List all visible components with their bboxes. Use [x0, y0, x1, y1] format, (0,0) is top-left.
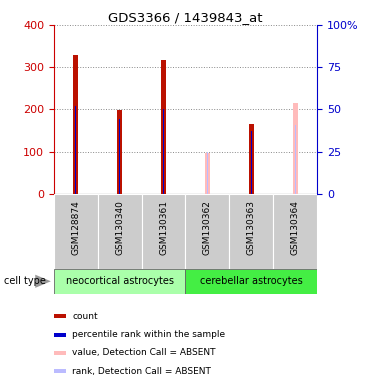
Text: neocortical astrocytes: neocortical astrocytes: [66, 276, 174, 286]
Bar: [273, 194, 317, 269]
Text: cerebellar astrocytes: cerebellar astrocytes: [200, 276, 303, 286]
Bar: [54, 194, 98, 269]
Bar: [161, 60, 166, 194]
Bar: [295, 125, 296, 194]
Text: GSM130340: GSM130340: [115, 200, 124, 255]
Text: cell type: cell type: [4, 276, 46, 286]
Text: GSM130361: GSM130361: [159, 200, 168, 255]
Bar: [205, 152, 210, 194]
Bar: [54, 314, 66, 318]
Text: GSM130364: GSM130364: [291, 200, 300, 255]
Bar: [54, 369, 66, 373]
Bar: [117, 110, 122, 194]
Bar: [73, 55, 78, 194]
Bar: [54, 351, 66, 355]
Text: value, Detection Call = ABSENT: value, Detection Call = ABSENT: [72, 348, 216, 357]
Polygon shape: [35, 275, 51, 288]
Bar: [293, 103, 298, 194]
Bar: [229, 194, 273, 269]
Bar: [54, 269, 185, 294]
Bar: [163, 109, 164, 194]
Bar: [249, 124, 254, 194]
Bar: [142, 194, 186, 269]
Text: GSM130362: GSM130362: [203, 200, 212, 255]
Bar: [98, 194, 142, 269]
Bar: [186, 269, 317, 294]
Text: GSM130363: GSM130363: [247, 200, 256, 255]
Bar: [251, 131, 252, 194]
Bar: [54, 333, 66, 336]
Text: rank, Detection Call = ABSENT: rank, Detection Call = ABSENT: [72, 367, 211, 376]
Bar: [119, 119, 120, 194]
Bar: [75, 106, 76, 194]
Bar: [186, 194, 229, 269]
Title: GDS3366 / 1439843_at: GDS3366 / 1439843_at: [108, 11, 263, 24]
Text: count: count: [72, 312, 98, 321]
Text: percentile rank within the sample: percentile rank within the sample: [72, 330, 226, 339]
Bar: [207, 152, 208, 194]
Text: GSM128874: GSM128874: [71, 200, 80, 255]
